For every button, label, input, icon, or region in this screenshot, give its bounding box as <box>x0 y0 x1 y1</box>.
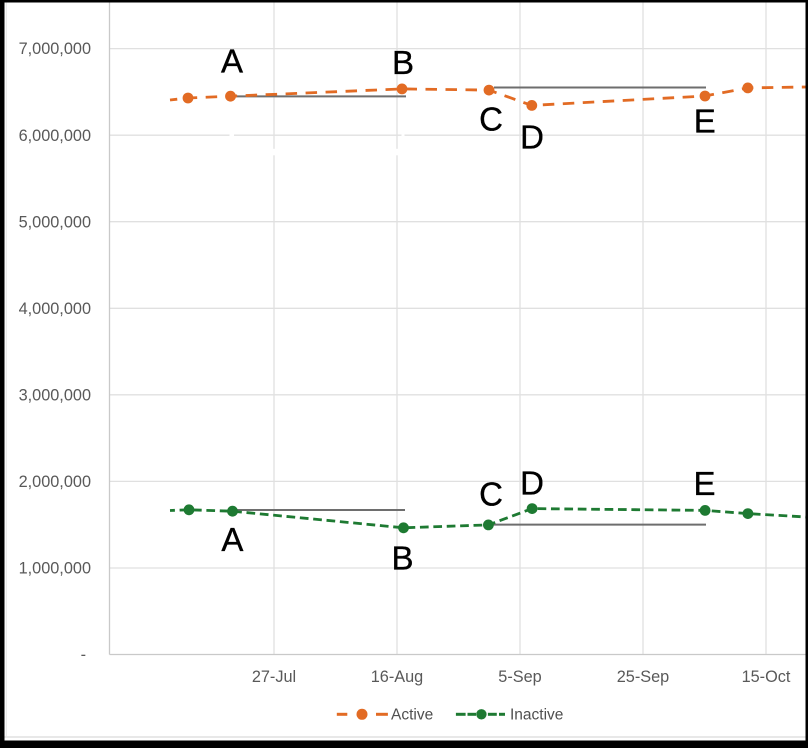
svg-text:27-Jul: 27-Jul <box>252 668 296 686</box>
svg-text:4,000,000: 4,000,000 <box>19 300 91 318</box>
svg-text:16-Aug: 16-Aug <box>371 668 424 686</box>
svg-text:1,000,000: 1,000,000 <box>19 560 91 578</box>
svg-text:E: E <box>693 465 715 502</box>
svg-text:5,000,000: 5,000,000 <box>19 213 91 231</box>
svg-text:15-Oct: 15-Oct <box>742 668 791 686</box>
svg-text:3,000,000: 3,000,000 <box>19 386 91 404</box>
svg-text:B: B <box>391 540 413 577</box>
svg-text:25-Sep: 25-Sep <box>617 668 670 686</box>
svg-text:7,000,000: 7,000,000 <box>19 40 91 58</box>
svg-text:C: C <box>479 476 503 513</box>
svg-text:C: C <box>479 101 503 138</box>
svg-text:2,000,000: 2,000,000 <box>19 473 91 491</box>
svg-text:Active: Active <box>391 707 433 724</box>
svg-text:A: A <box>221 42 243 79</box>
svg-text:6,000,000: 6,000,000 <box>19 127 91 145</box>
svg-text:-: - <box>81 646 86 664</box>
svg-text:A: A <box>221 521 243 558</box>
svg-text:Inactive: Inactive <box>510 707 563 724</box>
svg-text:B: B <box>392 44 414 81</box>
svg-text:E: E <box>694 102 716 139</box>
svg-text:D: D <box>520 465 544 502</box>
svg-text:5-Sep: 5-Sep <box>498 668 541 686</box>
svg-text:D: D <box>520 119 544 156</box>
